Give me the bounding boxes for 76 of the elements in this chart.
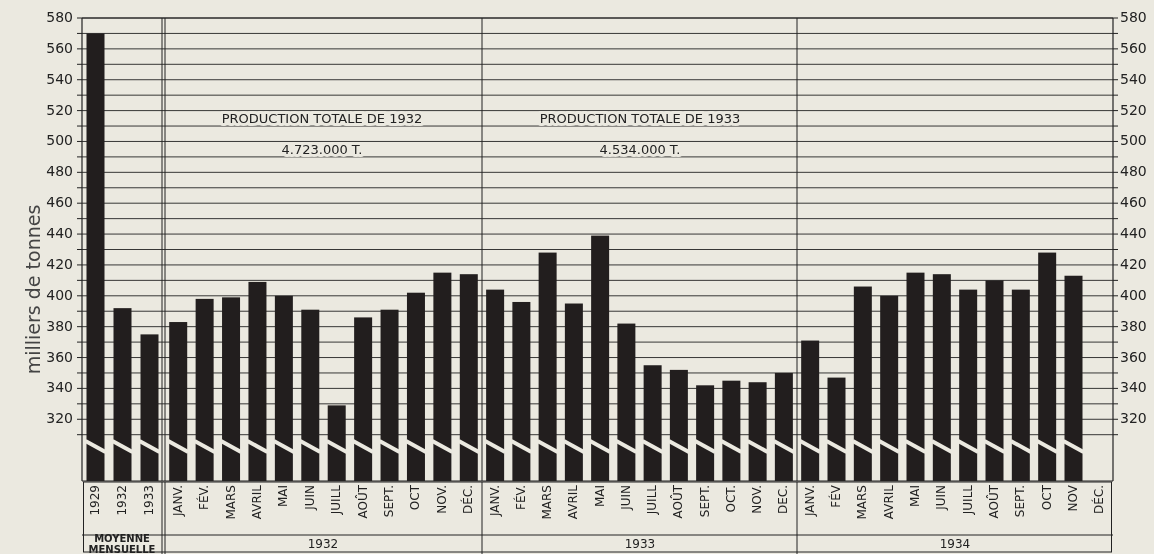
- x-tick-label: SEPT.: [382, 485, 397, 518]
- x-tick-label: 1933: [142, 485, 156, 516]
- y2-tick-label: 380: [1120, 317, 1147, 334]
- annotation: PRODUCTION TOTALE DE 1932: [221, 111, 423, 126]
- x-tick-label: 1932: [115, 485, 129, 516]
- x-tick-label: JUILL: [329, 484, 344, 516]
- x-tick-label: DÉC.: [460, 485, 476, 515]
- x-tick-label: AOÛT: [354, 484, 370, 519]
- x-tick-label: JUILL: [960, 484, 975, 516]
- x-tick-label: JUIN: [302, 485, 317, 511]
- y-tick-label: 560: [46, 39, 73, 56]
- y2-tick-label: 360: [1120, 348, 1147, 365]
- y2-tick-label: 320: [1120, 410, 1147, 427]
- y2-tick-label: 440: [1120, 225, 1147, 242]
- y2-tick-label: 580: [1120, 9, 1147, 25]
- x-tick-label: OCT.: [723, 485, 738, 513]
- x-tick-label: DÉC.: [1091, 485, 1107, 515]
- x-tick-label: MARS: [223, 485, 238, 520]
- x-tick-label: OCT: [408, 484, 423, 511]
- x-tick-label: AVRIL: [881, 484, 896, 520]
- x-tick-label: MARS: [540, 485, 555, 520]
- y2-tick-label: 540: [1120, 70, 1147, 87]
- y2-tick-label: 520: [1120, 101, 1147, 118]
- x-tick-label: JANV.: [487, 485, 502, 517]
- text: 1934: [939, 537, 971, 551]
- x-tick-label: SEPT.: [697, 485, 712, 518]
- y2-tick-label: 500: [1120, 132, 1147, 149]
- x-tick-label: 1929: [88, 485, 102, 516]
- x-tick-label: JANV.: [170, 485, 185, 517]
- x-tick-label: DEC.: [776, 485, 791, 515]
- y-tick-label: 320: [46, 410, 73, 427]
- y-tick-label: 420: [46, 255, 73, 272]
- y2-tick-label: 420: [1120, 255, 1147, 272]
- x-tick-label: MAI: [592, 485, 607, 508]
- y2-tick-label: 400: [1120, 286, 1147, 303]
- x-tick-label: JUILL: [645, 484, 660, 516]
- y-tick-label: 440: [46, 225, 73, 242]
- x-tick-label: AVRIL: [249, 484, 264, 520]
- x-tick-label: MARS: [855, 485, 870, 520]
- x-tick-label: NOV: [1066, 484, 1080, 512]
- annotation: 4.723.000 T.: [281, 142, 363, 157]
- x-tick-label: JUIN: [618, 485, 633, 511]
- y-tick-label: 460: [46, 194, 73, 211]
- y-tick-label: 380: [46, 317, 73, 334]
- x-tick-label: FÉV: [828, 484, 843, 508]
- x-tick-label: JUIN: [934, 485, 949, 511]
- y-tick-label: 540: [46, 70, 73, 87]
- y-tick-label: 520: [46, 101, 73, 118]
- y-tick-label: 500: [46, 132, 73, 149]
- text: 1933: [624, 537, 656, 551]
- x-tick-label: FÉV.: [512, 485, 528, 510]
- text: 1932: [307, 537, 339, 551]
- x-tick-label: MAI: [908, 485, 922, 508]
- y2-tick-label: 460: [1120, 194, 1147, 211]
- annotation: PRODUCTION TOTALE DE 1933: [539, 111, 741, 126]
- x-tick-label: OCT: [1039, 484, 1054, 511]
- x-tick-label: NOV.: [750, 485, 765, 514]
- x-tick-label: NOV.: [434, 485, 449, 514]
- x-tick-label: AOÛT: [986, 484, 1001, 519]
- y-tick-label: 340: [46, 379, 73, 396]
- y-tick-label: 360: [46, 348, 73, 365]
- x-tick-label: SEPT.: [1013, 485, 1028, 518]
- annotation: 4.534.000 T.: [599, 142, 681, 157]
- x-tick-label: AOÛT: [670, 484, 686, 519]
- y2-tick-label: 340: [1120, 379, 1147, 396]
- y-tick-label: 580: [46, 9, 73, 25]
- y-tick-label: 400: [46, 286, 73, 303]
- x-tick-label: AVRIL: [566, 484, 581, 520]
- x-tick-label: FÉV.: [196, 485, 212, 510]
- text: MOYENNE MENSUELLE: [88, 533, 156, 554]
- y2-tick-label: 560: [1120, 39, 1147, 56]
- y2-tick-label: 480: [1120, 163, 1147, 180]
- y-tick-label: 480: [46, 163, 73, 180]
- y-axis-title: milliers de tonnes: [22, 204, 44, 375]
- x-tick-label: JANV.: [802, 485, 817, 517]
- x-tick-label: MAI: [276, 485, 291, 508]
